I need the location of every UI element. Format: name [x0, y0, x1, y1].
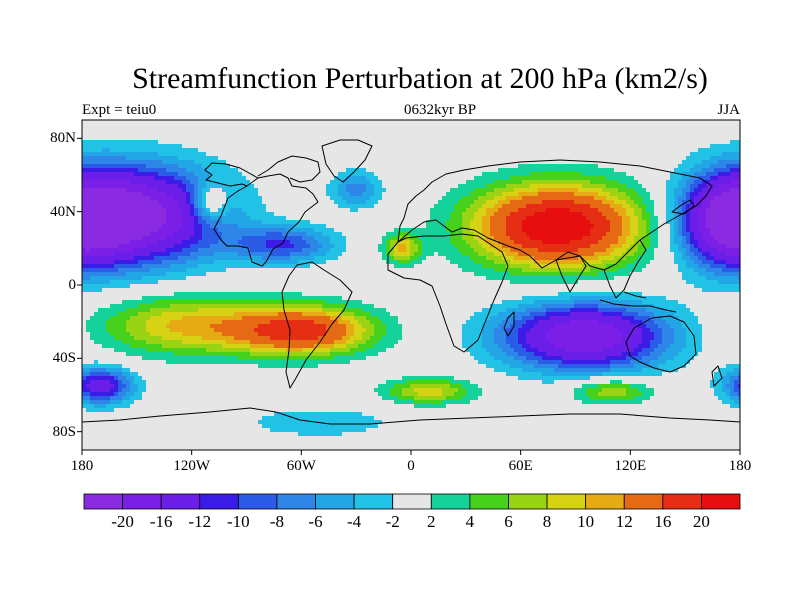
colorbar-label: -4	[347, 512, 362, 531]
coast-canadian-arctic	[257, 155, 321, 183]
colorbar-label: 16	[654, 512, 672, 531]
coastlines	[82, 139, 740, 425]
chart-title: Streamfunction Perturbation at 200 hPa (…	[132, 62, 708, 95]
coast-madagascar	[503, 311, 515, 337]
colorbar-label: -16	[149, 512, 173, 531]
colorbar-swatch	[585, 493, 625, 510]
colorbar-swatch	[701, 493, 741, 510]
colorbar-label: 8	[542, 512, 552, 531]
coast-alaska	[204, 162, 259, 187]
lon-tick-label: 120W	[173, 458, 210, 474]
lat-tick-label: 40S	[52, 350, 76, 367]
colorbar-swatch	[392, 493, 432, 510]
lat-tick-label: 80N	[50, 130, 76, 147]
colorbar-swatch	[237, 493, 278, 510]
coast-south-america	[281, 261, 353, 389]
coast-new-zealand	[711, 365, 723, 387]
colorbar-swatch	[430, 493, 471, 510]
coast-indonesia	[599, 291, 677, 313]
colorbar-label: -2	[385, 512, 400, 531]
coast-greenland	[321, 139, 373, 183]
colorbar-swatch	[160, 493, 201, 510]
lon-tick-label: 180	[728, 458, 752, 474]
period-label: 0632kyr BP	[403, 102, 477, 118]
colorbar-swatch	[122, 493, 162, 510]
colorbar-swatch	[83, 493, 123, 510]
colorbar-label: -12	[188, 512, 212, 531]
coast-australia	[625, 315, 697, 373]
colorbar-label: -10	[227, 512, 250, 531]
colorbar-swatch	[662, 493, 702, 510]
contour-field	[82, 120, 740, 450]
colorbar-swatch	[276, 493, 316, 510]
colorbar-label: 10	[577, 512, 595, 531]
colorbar-label: -8	[269, 512, 285, 531]
coast-antarctica	[82, 407, 740, 425]
colorbar-label: 20	[692, 512, 710, 531]
colorbar-label: 12	[615, 512, 633, 531]
colorbar-swatch	[469, 493, 509, 510]
lon-tick-label: 60W	[286, 458, 316, 474]
coast-japan	[671, 199, 695, 215]
lon-tick-label: 0	[407, 458, 415, 474]
axis-ticks	[77, 137, 741, 455]
colorbar-swatch	[508, 493, 548, 510]
coast-se-asia	[603, 239, 647, 299]
colorbar-label: 6	[504, 512, 513, 531]
coast-india	[555, 255, 587, 293]
lon-tick-label: 60E	[508, 458, 533, 474]
lat-tick-label: 40N	[50, 203, 76, 220]
season-label: JJA	[717, 102, 740, 118]
colorbar-swatch	[315, 493, 355, 510]
experiment-label: Expt = teiu0	[82, 102, 157, 118]
colorbar-label: 4	[465, 512, 475, 531]
colorbar-label: -6	[308, 512, 323, 531]
colorbar-label: 2	[427, 512, 436, 531]
colorbar	[83, 493, 741, 510]
lon-tick-label: 180	[70, 458, 94, 474]
colorbar-swatch	[546, 493, 587, 510]
lat-tick-label: 80S	[52, 423, 76, 440]
colorbar-swatch	[623, 493, 664, 510]
colorbar-swatch	[199, 493, 239, 510]
lon-tick-label: 120E	[614, 458, 647, 474]
colorbar-swatch	[353, 493, 394, 510]
colorbar-label: -20	[111, 512, 134, 531]
coast-africa	[387, 233, 509, 353]
lat-tick-label: 0	[68, 277, 77, 293]
coast-north-america	[213, 173, 319, 267]
coast-europe	[397, 159, 713, 271]
